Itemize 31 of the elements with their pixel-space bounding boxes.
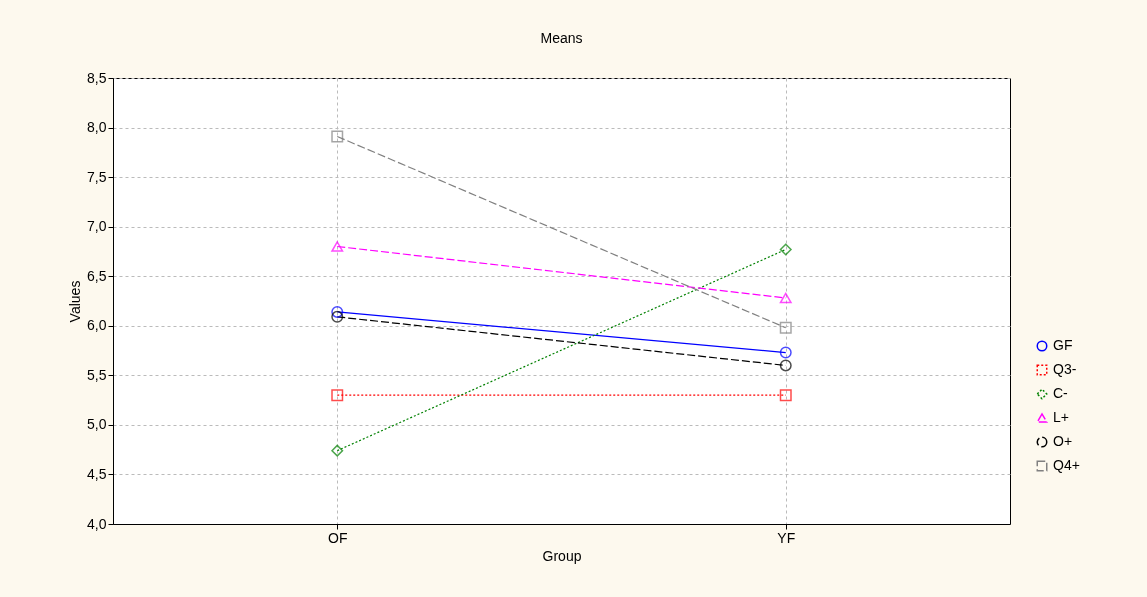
x-tick-label: YF <box>777 529 796 546</box>
point <box>779 346 792 359</box>
point <box>779 321 792 334</box>
y-tick-label: 4,0 <box>87 515 107 532</box>
y-axis-title: Values <box>67 280 84 323</box>
point <box>331 130 344 143</box>
x-tick-label: OF <box>328 529 348 546</box>
y-tick-label: 7,0 <box>87 218 107 235</box>
y-tick-label: 8,0 <box>87 119 107 136</box>
y-tick-label: 5,5 <box>87 366 107 383</box>
point <box>331 389 344 402</box>
point <box>779 389 792 402</box>
legend-label: O+ <box>1053 433 1073 449</box>
legend-label: Q3- <box>1053 361 1077 377</box>
point <box>779 243 792 256</box>
legend-label: Q4+ <box>1053 457 1080 473</box>
chart-title: Means <box>540 30 583 46</box>
legend-label: L+ <box>1053 409 1069 425</box>
point <box>779 359 792 372</box>
legend-label: C- <box>1053 385 1069 401</box>
y-tick-label: 5,0 <box>87 416 107 433</box>
y-tick-label: 6,0 <box>87 317 107 334</box>
y-tick-label: 7,5 <box>87 168 107 185</box>
point <box>331 305 344 318</box>
legend-label: GF <box>1053 337 1073 353</box>
y-tick-label: 4,5 <box>87 465 107 482</box>
y-tick-label: 6,5 <box>87 267 107 284</box>
point <box>331 444 344 457</box>
x-axis-title: Group <box>542 547 582 564</box>
point <box>331 310 344 323</box>
y-tick-label: 8,5 <box>87 69 107 86</box>
